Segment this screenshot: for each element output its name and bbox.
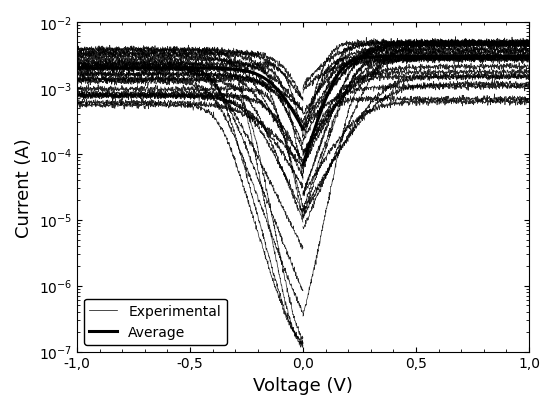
Y-axis label: Current (A): Current (A) — [15, 137, 33, 237]
X-axis label: Voltage (V): Voltage (V) — [253, 376, 353, 394]
Legend: Experimental, Average: Experimental, Average — [84, 299, 226, 345]
